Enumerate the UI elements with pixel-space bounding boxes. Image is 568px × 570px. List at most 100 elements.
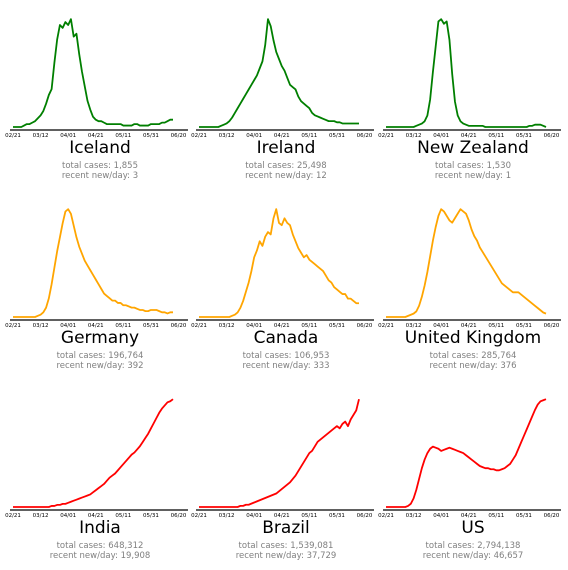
- recent-per-day-label: recent new/day: 333: [242, 361, 330, 371]
- x-tick-label: 05/31: [516, 513, 532, 519]
- x-tick-label: 06/20: [544, 133, 560, 139]
- x-tick-label: 02/21: [378, 513, 394, 519]
- country-title: US: [461, 518, 485, 538]
- x-tick-label: 04/21: [461, 133, 477, 139]
- chart-panel: 02/21 03/12 04/01 04/21 05/11 05/31 06/20 Brazi…: [191, 385, 376, 570]
- x-tick-label: 06/20: [544, 323, 560, 329]
- x-tick-label: 06/20: [357, 133, 373, 139]
- series-line: [13, 18, 173, 128]
- line-chart: 02/21 03/12 04/01 04/21 05/11 05/31 06/20: [5, 18, 188, 139]
- x-tick-label: 04/01: [60, 133, 76, 139]
- country-title: Iceland: [69, 138, 131, 158]
- recent-per-day-label: recent new/day: 376: [429, 361, 517, 371]
- total-cases-label: total cases: 196,764: [56, 351, 144, 361]
- x-tick-label: 06/20: [544, 513, 560, 519]
- series-line: [13, 208, 173, 318]
- country-title: Ireland: [256, 138, 316, 158]
- x-tick-label: 03/12: [33, 133, 49, 139]
- x-tick-label: 04/01: [246, 323, 262, 329]
- country-title: Brazil: [262, 518, 310, 538]
- x-tick-label: 02/21: [5, 513, 21, 519]
- x-tick-label: 03/12: [33, 323, 49, 329]
- x-tick-label: 03/12: [219, 323, 235, 329]
- recent-per-day-label: recent new/day: 19,908: [49, 551, 151, 561]
- chart-panel: 02/21 03/12 04/01 04/21 05/11 05/31 06/20 US tot…: [378, 385, 563, 570]
- x-tick-label: 04/21: [274, 323, 290, 329]
- x-tick-label: 06/20: [171, 323, 187, 329]
- x-tick-label: 02/21: [191, 133, 207, 139]
- chart-panel: 02/21 03/12 04/01 04/21 05/11 05/31 06/20 Germa…: [5, 195, 190, 380]
- x-tick-label: 05/11: [115, 513, 131, 519]
- x-tick-label: 02/21: [5, 133, 21, 139]
- x-tick-label: 06/20: [357, 323, 373, 329]
- x-tick-label: 05/11: [488, 323, 504, 329]
- chart-panel: 02/21 03/12 04/01 04/21 05/11 05/31 06/20 Canad…: [191, 195, 376, 380]
- country-title: New Zealand: [417, 138, 529, 158]
- series-line: [199, 208, 359, 318]
- x-tick-label: 05/31: [516, 323, 532, 329]
- x-tick-label: 04/01: [60, 323, 76, 329]
- recent-per-day-label: recent new/day: 46,657: [422, 551, 524, 561]
- total-cases-label: total cases: 2,794,138: [425, 541, 521, 551]
- x-tick-label: 02/21: [191, 323, 207, 329]
- chart-panel: 02/21 03/12 04/01 04/21 05/11 05/31 06/20 India…: [5, 385, 190, 570]
- total-cases-label: total cases: 285,764: [429, 351, 517, 361]
- country-title: Canada: [253, 328, 319, 348]
- x-tick-label: 04/21: [461, 513, 477, 519]
- x-tick-label: 04/01: [246, 513, 262, 519]
- chart-panel: 02/21 03/12 04/01 04/21 05/11 05/31 06/20 New Z…: [378, 5, 563, 190]
- x-tick-label: 04/21: [88, 323, 104, 329]
- series-line: [386, 18, 547, 128]
- x-tick-label: 05/11: [301, 513, 317, 519]
- x-tick-label: 05/31: [516, 133, 532, 139]
- x-tick-label: 06/20: [171, 133, 187, 139]
- line-chart: 02/21 03/12 04/01 04/21 05/11 05/31 06/20: [378, 18, 561, 139]
- x-tick-label: 04/01: [60, 513, 76, 519]
- x-tick-label: 06/20: [171, 513, 187, 519]
- series-line: [199, 398, 360, 508]
- x-tick-label: 04/01: [433, 323, 449, 329]
- x-tick-label: 05/11: [115, 323, 131, 329]
- total-cases-label: total cases: 1,855: [61, 161, 138, 171]
- recent-per-day-label: recent new/day: 3: [61, 171, 139, 181]
- x-tick-label: 04/01: [433, 133, 449, 139]
- total-cases-label: total cases: 1,530: [434, 161, 511, 171]
- recent-per-day-label: recent new/day: 1: [434, 171, 512, 181]
- country-title: United Kingdom: [404, 328, 542, 348]
- x-tick-label: 05/31: [329, 133, 345, 139]
- x-tick-label: 04/21: [88, 513, 104, 519]
- series-line: [199, 18, 359, 128]
- x-tick-label: 05/11: [488, 513, 504, 519]
- line-chart: 02/21 03/12 04/01 04/21 05/11 05/31 06/20: [5, 208, 188, 329]
- country-title: India: [79, 518, 121, 538]
- line-chart: 02/21 03/12 04/01 04/21 05/11 05/31 06/20: [378, 398, 561, 519]
- x-tick-label: 04/21: [88, 133, 104, 139]
- total-cases-label: total cases: 648,312: [56, 541, 144, 551]
- country-title: Germany: [60, 328, 140, 348]
- x-tick-label: 05/11: [301, 133, 317, 139]
- x-tick-label: 05/31: [143, 513, 159, 519]
- x-tick-label: 04/21: [461, 323, 477, 329]
- x-tick-label: 05/31: [143, 323, 159, 329]
- line-chart: 02/21 03/12 04/01 04/21 05/11 05/31 06/20: [191, 208, 374, 329]
- recent-per-day-label: recent new/day: 12: [245, 171, 327, 181]
- chart-panel: 02/21 03/12 04/01 04/21 05/11 05/31 06/20 Unite…: [378, 195, 563, 380]
- x-tick-label: 05/31: [143, 133, 159, 139]
- x-tick-label: 05/31: [329, 323, 345, 329]
- line-chart: 02/21 03/12 04/01 04/21 05/11 05/31 06/20: [378, 208, 561, 329]
- total-cases-label: total cases: 106,953: [242, 351, 330, 361]
- x-tick-label: 02/21: [191, 513, 207, 519]
- total-cases-label: total cases: 25,498: [245, 161, 327, 171]
- chart-panel: 02/21 03/12 04/01 04/21 05/11 05/31 06/20 Icela…: [5, 5, 190, 190]
- line-chart: 02/21 03/12 04/01 04/21 05/11 05/31 06/20: [5, 398, 188, 519]
- recent-per-day-label: recent new/day: 392: [56, 361, 144, 371]
- series-line: [13, 398, 174, 508]
- x-tick-label: 03/12: [219, 133, 235, 139]
- x-tick-label: 05/11: [301, 323, 317, 329]
- x-tick-label: 03/12: [406, 133, 422, 139]
- x-tick-label: 02/21: [5, 323, 21, 329]
- line-chart: 02/21 03/12 04/01 04/21 05/11 05/31 06/20: [191, 398, 374, 519]
- x-tick-label: 03/12: [219, 513, 235, 519]
- line-chart: 02/21 03/12 04/01 04/21 05/11 05/31 06/20: [191, 18, 374, 139]
- x-tick-label: 05/11: [115, 133, 131, 139]
